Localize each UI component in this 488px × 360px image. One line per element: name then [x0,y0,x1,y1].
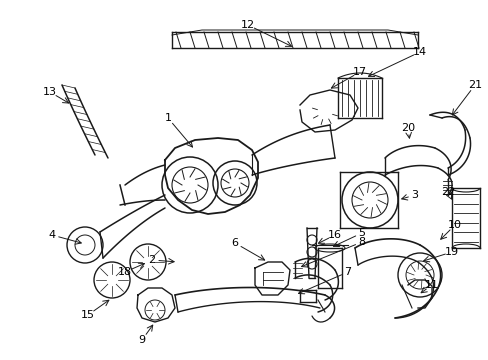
Text: 8: 8 [358,237,365,247]
Text: 22: 22 [440,187,454,197]
Text: 19: 19 [444,247,458,257]
Text: 3: 3 [411,190,418,200]
Text: 5: 5 [358,228,365,238]
Text: 13: 13 [43,87,57,97]
Text: 2: 2 [148,255,155,265]
Text: 17: 17 [352,67,366,77]
Text: 15: 15 [81,310,95,320]
Text: 11: 11 [424,280,438,290]
Text: 12: 12 [241,20,255,30]
Text: 9: 9 [138,335,145,345]
Text: 18: 18 [118,267,132,277]
Text: 7: 7 [344,267,351,277]
Text: 10: 10 [447,220,461,230]
Text: 4: 4 [48,230,56,240]
Text: 20: 20 [400,123,414,133]
Text: 14: 14 [412,47,426,57]
Text: 21: 21 [467,80,481,90]
Text: 1: 1 [164,113,171,123]
Text: 16: 16 [327,230,341,240]
Text: 6: 6 [231,238,238,248]
